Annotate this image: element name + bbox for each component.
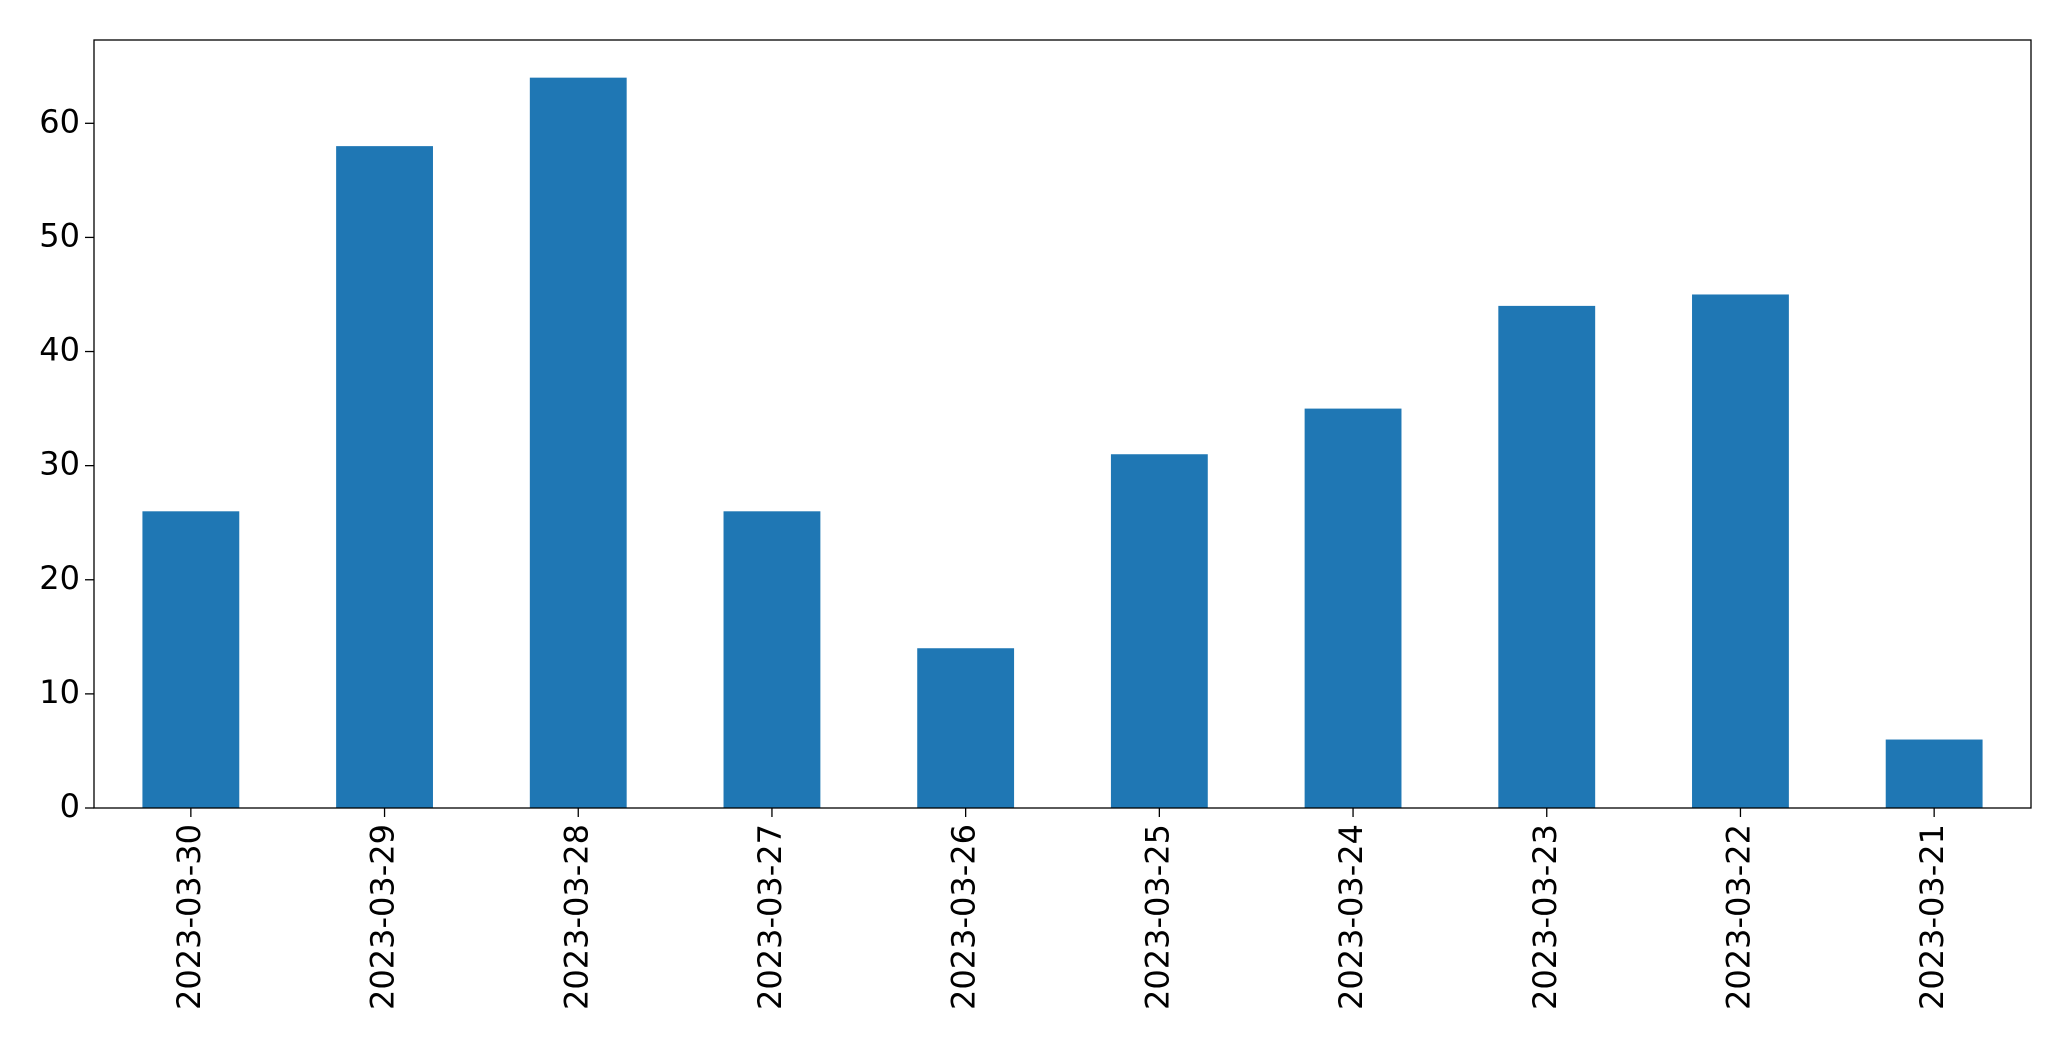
y-tick-label: 20 [39, 559, 80, 597]
x-tick-label: 2023-03-24 [1332, 824, 1370, 1010]
x-tick-label: 2023-03-27 [751, 824, 789, 1010]
bar [1692, 294, 1789, 808]
bar [1304, 408, 1402, 808]
bar [1498, 305, 1596, 808]
x-tick-label: 2023-03-30 [170, 824, 208, 1010]
y-tick-label: 60 [39, 102, 80, 140]
x-tick-label: 2023-03-21 [1913, 824, 1951, 1010]
y-tick-label: 40 [39, 331, 80, 369]
bar [142, 511, 240, 808]
bar [529, 77, 627, 808]
bar [1110, 454, 1208, 808]
x-tick-label: 2023-03-22 [1719, 824, 1757, 1010]
x-tick-label: 2023-03-26 [945, 824, 983, 1010]
x-tick-label: 2023-03-28 [557, 824, 595, 1010]
x-tick-label: 2023-03-25 [1138, 824, 1176, 1010]
bar [1885, 739, 1983, 808]
y-tick-label: 10 [39, 673, 80, 711]
y-tick-label: 50 [39, 216, 80, 254]
bar [723, 511, 821, 808]
y-tick-label: 0 [60, 787, 80, 825]
bar [336, 146, 433, 808]
y-tick-label: 30 [39, 445, 80, 483]
x-tick-label: 2023-03-23 [1526, 824, 1564, 1010]
axes-frame [93, 39, 2032, 809]
x-tick-label: 2023-03-29 [364, 824, 402, 1010]
bar [917, 648, 1015, 808]
